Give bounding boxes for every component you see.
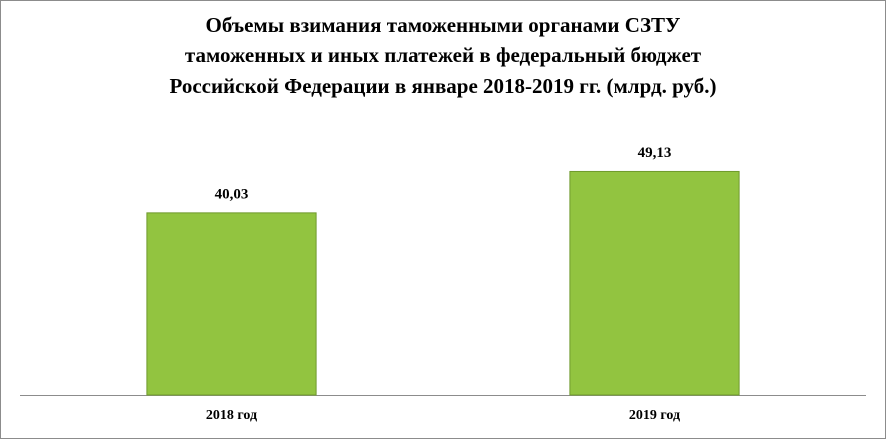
x-tick-label: 2018 год [206,408,257,423]
bar [569,170,740,396]
chart-title: Российской Федерации в январе 2018-2019 … [170,74,717,98]
bar [146,212,317,396]
chart-title: Объемы взимания таможенными органами СЗТ… [206,13,681,37]
chart-title: таможенных и иных платежей в федеральный… [185,43,702,67]
value-label: 40,03 [215,186,249,202]
value-label: 49,13 [638,145,672,161]
x-tick-label: 2019 год [629,408,680,423]
